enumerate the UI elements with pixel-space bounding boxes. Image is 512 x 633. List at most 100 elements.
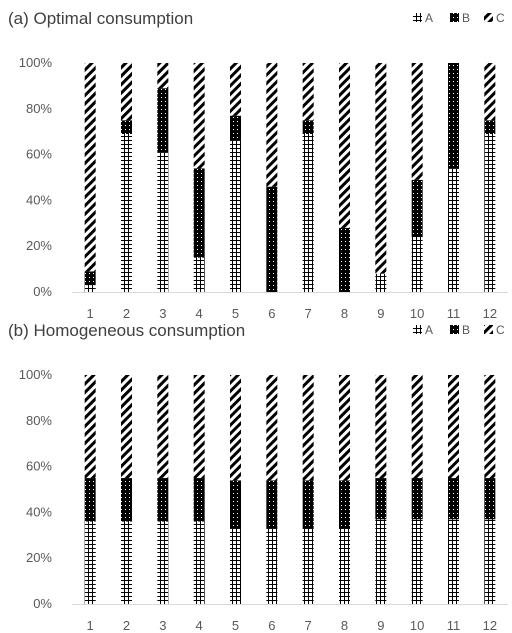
bar-segment-a <box>375 273 387 292</box>
legend-swatch-b <box>450 325 459 334</box>
legend-label: B <box>462 323 470 337</box>
bar-segment-a <box>193 257 205 292</box>
bar-segment-a <box>230 140 241 292</box>
legend-swatch-c <box>484 325 493 334</box>
bar-segment-b <box>266 186 278 292</box>
bar-segment-a <box>339 528 350 604</box>
bar-segment-b <box>411 478 423 520</box>
bar-segment-c <box>411 63 423 180</box>
bar-segment-c <box>84 375 96 479</box>
x-tick-label: 10 <box>410 618 424 633</box>
bar-segment-c <box>484 375 496 479</box>
bar-segment-b <box>230 480 241 529</box>
x-tick-label: 1 <box>87 618 94 633</box>
legend-swatch-c <box>484 13 493 22</box>
bar-segment-a <box>411 237 423 292</box>
bar-segment-b <box>411 179 423 238</box>
bar-segment-a <box>121 521 132 604</box>
bar-segment-c <box>302 63 314 121</box>
bar-segment-b <box>484 478 496 520</box>
legend-swatch-a <box>413 13 422 22</box>
y-tick-label: 60% <box>26 147 52 162</box>
bar-segment-c <box>121 63 132 121</box>
bar-segment-a <box>157 521 169 604</box>
bar-segment-b <box>448 63 459 169</box>
bar-segment-c <box>266 375 278 481</box>
x-tick-label: 8 <box>341 306 348 321</box>
bar-segment-c <box>411 375 423 479</box>
bar-segment-a <box>484 519 496 604</box>
legend-label: C <box>496 323 505 337</box>
x-tick-label: 7 <box>305 306 312 321</box>
bar-segment-a <box>84 521 96 604</box>
y-tick-label: 0% <box>33 284 52 299</box>
bar-segment-c <box>375 63 387 274</box>
bar-segment-a <box>266 528 278 604</box>
legend-swatch-b <box>450 13 459 22</box>
bar-segment-c <box>157 63 169 89</box>
x-tick-label: 12 <box>483 306 497 321</box>
bar-segment-b <box>121 478 132 522</box>
y-tick-label: 20% <box>26 238 52 253</box>
bar-segment-b <box>157 88 169 153</box>
x-tick-label: 3 <box>159 306 166 321</box>
y-tick-label: 20% <box>26 550 52 565</box>
bar-segment-b <box>448 478 459 520</box>
y-tick-label: 60% <box>26 459 52 474</box>
legend-label: C <box>496 11 505 25</box>
bar-segment-b <box>193 478 205 522</box>
x-tick-label: 2 <box>123 306 130 321</box>
x-tick-label: 1 <box>87 306 94 321</box>
bar-segment-a <box>484 133 496 292</box>
bar-segment-a <box>448 168 459 292</box>
bar-segment-c <box>121 375 132 479</box>
bar-segment-a <box>157 152 169 292</box>
bar-segment-a <box>230 528 241 604</box>
x-tick-label: 3 <box>159 618 166 633</box>
bar-segment-b <box>484 120 496 134</box>
x-tick-label: 8 <box>341 618 348 633</box>
y-tick-label: 80% <box>26 413 52 428</box>
y-tick-label: 80% <box>26 101 52 116</box>
x-tick-label: 7 <box>305 618 312 633</box>
bar-segment-b <box>375 478 387 520</box>
bar-segment-c <box>193 375 205 479</box>
legend-label: A <box>425 323 433 337</box>
chart-panel-b: (b) Homogeneous consumption 0% 20% 40% 60% 80… <box>8 321 508 633</box>
bar-segment-a <box>193 521 205 604</box>
bar-segment-b <box>339 480 350 529</box>
y-tick-label: 100% <box>19 55 53 70</box>
chart-panel-a: (a) Optimal consumption 0% 20% 40% 60% 80% 100… <box>8 9 508 321</box>
x-tick-label: 12 <box>483 618 497 633</box>
bar-segment-b <box>266 480 278 529</box>
bar-segment-a <box>411 519 423 604</box>
x-tick-label: 5 <box>232 306 239 321</box>
x-tick-label: 4 <box>196 618 203 633</box>
bar-segment-c <box>302 375 314 481</box>
bar-segment-b <box>193 168 205 258</box>
legend-label: A <box>425 11 433 25</box>
x-tick-label: 11 <box>447 618 461 633</box>
bar-segment-c <box>193 63 205 169</box>
bar-segment-b <box>230 115 241 141</box>
bar-segment-b <box>339 227 350 292</box>
x-tick-label: 9 <box>377 618 384 633</box>
bar-segment-c <box>84 63 96 272</box>
bar-segment-a <box>121 133 132 292</box>
bar-segment-c <box>266 63 278 187</box>
x-tick-label: 10 <box>410 306 424 321</box>
bar-segment-a <box>302 528 314 604</box>
x-tick-label: 5 <box>232 618 239 633</box>
bar-segment-a <box>448 519 459 604</box>
bar-segment-c <box>484 63 496 121</box>
bar-segment-c <box>375 375 387 479</box>
x-tick-label: 11 <box>447 306 461 321</box>
x-tick-label: 2 <box>123 618 130 633</box>
chart-title: (a) Optimal consumption <box>8 9 193 28</box>
x-tick-label: 9 <box>377 306 384 321</box>
chart-title: (b) Homogeneous consumption <box>8 321 245 340</box>
y-tick-label: 100% <box>19 367 53 382</box>
bar-segment-b <box>84 271 96 286</box>
bar-segment-a <box>302 133 314 292</box>
y-tick-label: 40% <box>26 504 52 519</box>
